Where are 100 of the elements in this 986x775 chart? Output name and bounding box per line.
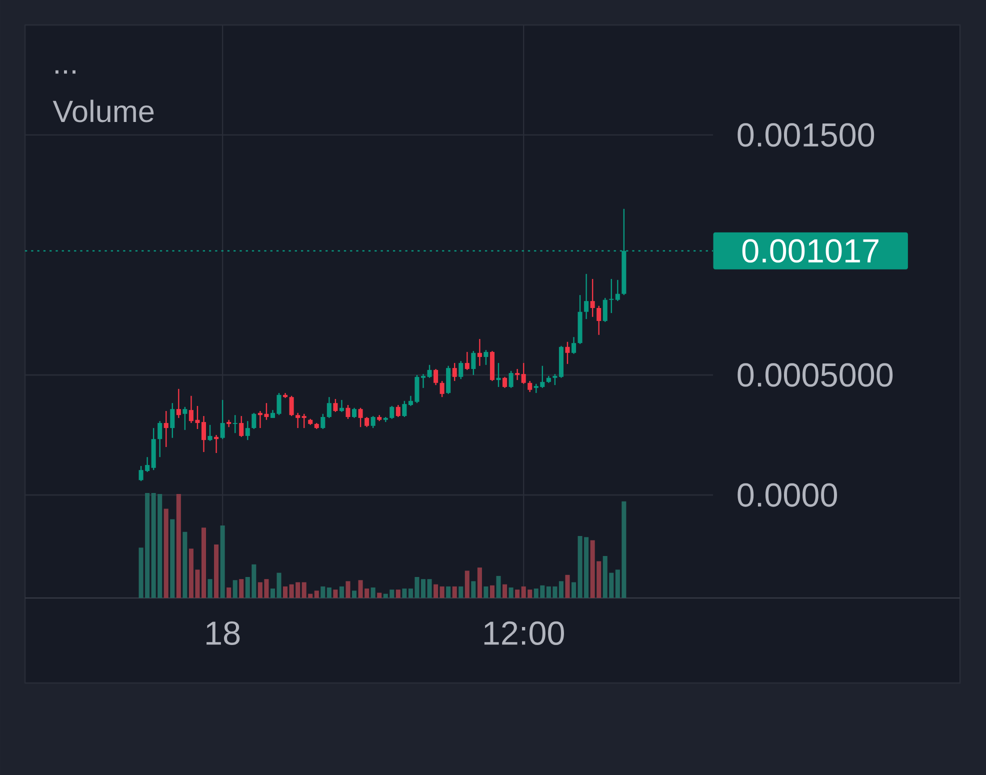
candlestick bbox=[164, 410, 168, 448]
candlestick bbox=[521, 362, 526, 384]
bar bbox=[176, 494, 181, 598]
candlestick bbox=[484, 349, 488, 366]
bar bbox=[170, 519, 175, 598]
candlestick bbox=[370, 415, 376, 429]
candlestick bbox=[220, 399, 225, 440]
candlestick bbox=[602, 297, 608, 323]
candlestick bbox=[214, 434, 219, 454]
bar bbox=[208, 579, 212, 598]
bar bbox=[484, 586, 488, 598]
bar bbox=[370, 587, 376, 598]
bar bbox=[339, 586, 344, 598]
candlestick bbox=[515, 368, 520, 381]
bar bbox=[352, 590, 357, 598]
candlestick bbox=[434, 368, 438, 386]
bar bbox=[464, 570, 470, 598]
bar bbox=[434, 584, 438, 598]
bar bbox=[220, 526, 225, 598]
bar bbox=[490, 585, 494, 598]
bar bbox=[164, 508, 168, 598]
text: ... bbox=[56, 70, 76, 74]
candlestick bbox=[440, 380, 444, 398]
y-tick-label: 0.001500 bbox=[738, 123, 874, 147]
bar bbox=[314, 590, 319, 598]
bar bbox=[572, 582, 576, 598]
candlestick bbox=[358, 407, 363, 428]
candlestick bbox=[346, 404, 350, 420]
candlestick bbox=[508, 370, 514, 389]
bar bbox=[440, 586, 444, 598]
candlestick bbox=[208, 424, 212, 442]
candlestick bbox=[615, 279, 620, 302]
candlestick bbox=[584, 273, 589, 320]
candlestick bbox=[239, 415, 244, 438]
candlestick bbox=[390, 405, 394, 420]
candlestick bbox=[464, 351, 470, 371]
bar bbox=[558, 581, 564, 598]
bar bbox=[182, 532, 188, 598]
bar bbox=[201, 528, 206, 598]
bar bbox=[346, 581, 350, 598]
bar bbox=[515, 590, 520, 598]
candlestick bbox=[458, 360, 464, 380]
bar bbox=[232, 580, 238, 598]
candlestick bbox=[420, 373, 426, 389]
candlestick bbox=[364, 416, 370, 428]
bar bbox=[446, 586, 451, 598]
bar bbox=[502, 584, 508, 598]
candlestick bbox=[158, 420, 162, 458]
y-tick-label: 0.0000 bbox=[738, 483, 837, 507]
bar bbox=[396, 590, 400, 598]
candlestick bbox=[252, 412, 256, 430]
x-tick-label: 18 bbox=[206, 621, 240, 645]
candlestick bbox=[232, 414, 238, 434]
bar bbox=[565, 574, 570, 598]
bar bbox=[427, 579, 432, 598]
bar bbox=[226, 587, 232, 598]
candlestick bbox=[552, 373, 558, 386]
bar bbox=[420, 579, 426, 598]
bar bbox=[377, 592, 382, 598]
candlestick bbox=[296, 412, 300, 429]
candlestick bbox=[572, 336, 576, 354]
bar bbox=[320, 586, 326, 598]
chart-title: Volume bbox=[52, 100, 154, 122]
candlestick bbox=[528, 380, 532, 393]
candlestick bbox=[590, 278, 595, 318]
candlestick bbox=[182, 406, 188, 431]
candlestick bbox=[339, 399, 344, 413]
bar bbox=[239, 579, 244, 598]
bar bbox=[452, 586, 457, 598]
candlestick bbox=[352, 407, 357, 419]
candlestick bbox=[302, 413, 306, 429]
bar bbox=[333, 590, 338, 598]
candlestick bbox=[609, 278, 614, 314]
y-tick-label: 0.0005000 bbox=[738, 363, 893, 387]
candlestick bbox=[289, 395, 294, 417]
candlestick bbox=[596, 305, 602, 336]
candlestick bbox=[477, 338, 482, 366]
bar bbox=[402, 588, 407, 598]
candlestick bbox=[496, 362, 501, 388]
bar bbox=[477, 568, 482, 598]
bar bbox=[283, 586, 288, 598]
candlestick bbox=[471, 350, 476, 376]
bar bbox=[458, 586, 464, 598]
bar bbox=[496, 576, 501, 598]
bar bbox=[214, 544, 219, 598]
candlestick bbox=[427, 364, 432, 378]
candlestick bbox=[245, 420, 250, 441]
candlestick bbox=[452, 362, 457, 382]
candlestick bbox=[326, 396, 332, 419]
candlestick bbox=[170, 402, 175, 438]
ref-line-label: 0.001017 bbox=[742, 239, 878, 263]
candlestick bbox=[565, 341, 570, 365]
x-tick-label: 12:00 bbox=[484, 621, 564, 645]
candlestick bbox=[201, 415, 206, 453]
candlestick bbox=[176, 388, 181, 419]
candlestick bbox=[402, 400, 407, 418]
candlestick bbox=[320, 413, 326, 430]
candlestick bbox=[396, 404, 400, 418]
bar bbox=[326, 587, 332, 598]
bar bbox=[471, 581, 476, 598]
